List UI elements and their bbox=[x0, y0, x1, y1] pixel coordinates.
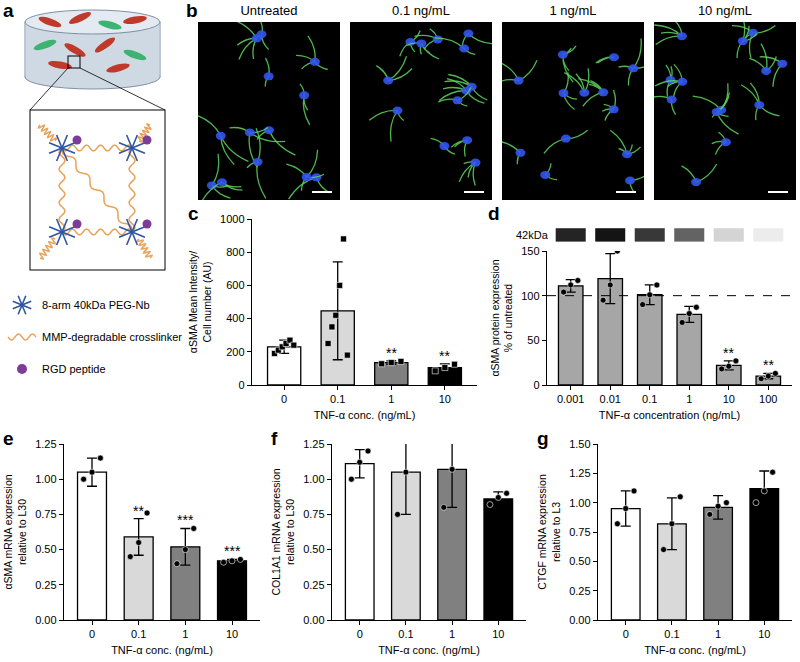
svg-text:**: ** bbox=[439, 348, 450, 364]
svg-text:50: 50 bbox=[527, 334, 539, 346]
svg-text:1.00: 1.00 bbox=[303, 473, 324, 485]
html-text:d: d bbox=[488, 203, 500, 224]
svg-text:600: 600 bbox=[226, 279, 244, 291]
svg-text:0.50: 0.50 bbox=[303, 543, 324, 555]
svg-text:1: 1 bbox=[686, 393, 692, 405]
html-text:c: c bbox=[188, 203, 199, 224]
svg-text:10: 10 bbox=[758, 628, 770, 640]
svg-text:0.1: 0.1 bbox=[330, 393, 345, 405]
svg-text:**: ** bbox=[763, 357, 774, 373]
svg-text:10: 10 bbox=[226, 628, 238, 640]
svg-text:***: *** bbox=[224, 543, 241, 559]
svg-text:0.75: 0.75 bbox=[569, 526, 590, 538]
svg-text:0.01: 0.01 bbox=[600, 393, 621, 405]
svg-text:0.1: 0.1 bbox=[398, 628, 413, 640]
svg-text:0.00: 0.00 bbox=[303, 614, 324, 626]
svg-text:200: 200 bbox=[226, 346, 244, 358]
svg-text:TNF-α conc. (ng/mL): TNF-α conc. (ng/mL) bbox=[378, 644, 480, 656]
svg-text:0.1: 0.1 bbox=[664, 628, 679, 640]
svg-text:TNF-α conc. (ng/mL): TNF-α conc. (ng/mL) bbox=[644, 644, 746, 656]
svg-text:TNF-α concentration (ng/mL): TNF-α concentration (ng/mL) bbox=[599, 409, 740, 421]
svg-text:TNF-α conc. (ng/mL): TNF-α conc. (ng/mL) bbox=[314, 409, 416, 421]
svg-text:0.75: 0.75 bbox=[35, 508, 56, 520]
svg-text:0.75: 0.75 bbox=[303, 508, 324, 520]
svg-text:αSMA mRNA expressionrelative t: αSMA mRNA expressionrelative to L30 bbox=[2, 474, 28, 589]
svg-text:0: 0 bbox=[89, 628, 95, 640]
html-text:b: b bbox=[186, 0, 198, 21]
svg-text:COL1A1 mRNA expressionrelative: COL1A1 mRNA expressionrelative to L30 bbox=[270, 468, 296, 595]
svg-text:0: 0 bbox=[533, 379, 539, 391]
html-text:e: e bbox=[3, 428, 14, 449]
svg-text:**: ** bbox=[386, 345, 397, 361]
svg-text:MMP-degradable crosslinker: MMP-degradable crosslinker bbox=[42, 331, 182, 343]
svg-text:10: 10 bbox=[439, 393, 451, 405]
svg-text:8-arm 40kDa PEG-Nb: 8-arm 40kDa PEG-Nb bbox=[42, 299, 150, 311]
svg-text:0.25: 0.25 bbox=[569, 585, 590, 597]
svg-text:TNF-α conc. (ng/mL): TNF-α conc. (ng/mL) bbox=[111, 644, 213, 656]
svg-text:1: 1 bbox=[715, 628, 721, 640]
svg-text:1.25: 1.25 bbox=[35, 438, 56, 450]
svg-text:1.00: 1.00 bbox=[35, 473, 56, 485]
svg-text:αSMA protein expression% of un: αSMA protein expression% of untreated bbox=[489, 259, 515, 376]
svg-text:100: 100 bbox=[521, 290, 539, 302]
svg-text:0.00: 0.00 bbox=[35, 614, 56, 626]
svg-text:1.25: 1.25 bbox=[303, 438, 324, 450]
svg-text:1: 1 bbox=[449, 628, 455, 640]
html-text:0.1 ng/mL: 0.1 ng/mL bbox=[392, 3, 450, 18]
svg-text:400: 400 bbox=[226, 312, 244, 324]
svg-text:0.1: 0.1 bbox=[642, 393, 657, 405]
html-text:Untreated: Untreated bbox=[240, 3, 298, 18]
svg-text:0: 0 bbox=[623, 628, 629, 640]
svg-text:0: 0 bbox=[281, 393, 287, 405]
html-text:10 ng/mL: 10 ng/mL bbox=[697, 3, 753, 18]
svg-text:**: ** bbox=[133, 503, 144, 519]
svg-text:0.001: 0.001 bbox=[557, 393, 585, 405]
html-text:a: a bbox=[3, 0, 14, 21]
svg-text:RGD peptide: RGD peptide bbox=[42, 363, 106, 375]
svg-text:150: 150 bbox=[521, 245, 539, 257]
svg-text:αSMA Mean Intensity/Cell numbe: αSMA Mean Intensity/Cell number (AU) bbox=[187, 251, 213, 353]
svg-text:0.00: 0.00 bbox=[569, 614, 590, 626]
svg-text:1.50: 1.50 bbox=[569, 438, 590, 450]
svg-text:1.00: 1.00 bbox=[569, 497, 590, 509]
svg-text:1: 1 bbox=[182, 628, 188, 640]
svg-text:**: ** bbox=[723, 345, 734, 361]
svg-text:1.25: 1.25 bbox=[569, 467, 590, 479]
html-text:g: g bbox=[537, 428, 549, 449]
svg-text:800: 800 bbox=[226, 246, 244, 258]
svg-text:***: *** bbox=[177, 512, 194, 528]
svg-text:1000: 1000 bbox=[220, 213, 244, 225]
svg-text:0.50: 0.50 bbox=[35, 543, 56, 555]
svg-text:100: 100 bbox=[759, 393, 777, 405]
svg-text:0.50: 0.50 bbox=[569, 555, 590, 567]
html-text:f: f bbox=[271, 428, 278, 449]
svg-text:42kDa: 42kDa bbox=[516, 229, 549, 241]
svg-text:10: 10 bbox=[723, 393, 735, 405]
svg-text:0.25: 0.25 bbox=[35, 579, 56, 591]
html-text:1 ng/mL: 1 ng/mL bbox=[549, 3, 597, 18]
svg-text:10: 10 bbox=[492, 628, 504, 640]
svg-text:0.25: 0.25 bbox=[303, 579, 324, 591]
svg-text:0: 0 bbox=[357, 628, 363, 640]
svg-text:1: 1 bbox=[388, 393, 394, 405]
svg-text:0.1: 0.1 bbox=[131, 628, 146, 640]
svg-text:0: 0 bbox=[238, 379, 244, 391]
svg-text:CTGF mRNA expressionrelative t: CTGF mRNA expressionrelative to L3 bbox=[536, 474, 562, 590]
